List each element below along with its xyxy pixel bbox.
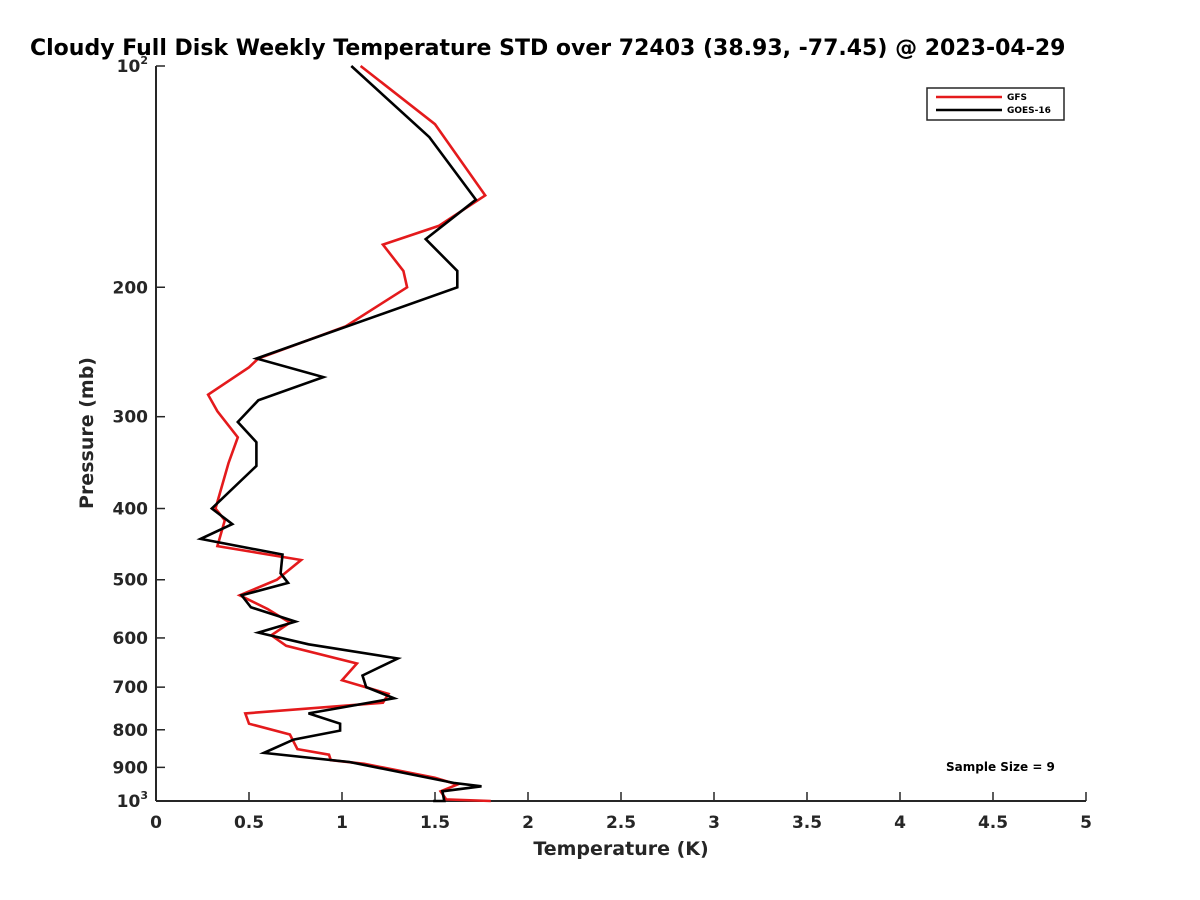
sample-size-annotation: Sample Size = 9 [946, 760, 1055, 774]
y-ticks: 102 200 300 400 500 600 700 800 900 103 [113, 54, 165, 812]
y-tick-label: 600 [113, 629, 149, 649]
x-tick-label: 4.5 [978, 813, 1008, 833]
x-tick-label: 4 [894, 813, 906, 833]
legend: GFS GOES-16 [926, 87, 1065, 121]
y-tick-label: 102 [117, 54, 148, 77]
series-layer [196, 64, 491, 803]
chart-title: Cloudy Full Disk Weekly Temperature STD … [30, 36, 1065, 61]
x-tick-label: 5 [1080, 813, 1092, 833]
y-tick-label: 700 [113, 678, 149, 698]
x-tick-label: 3 [708, 813, 720, 833]
x-tick-label: 0.5 [234, 813, 264, 833]
x-tick-label: 1.5 [420, 813, 450, 833]
legend-box [926, 87, 1065, 121]
y-tick-label: 900 [113, 758, 149, 778]
x-tick-label: 2.5 [606, 813, 636, 833]
x-ticks: 0 0.5 1 1.5 2 2.5 3 3.5 4 4.5 5 [150, 792, 1092, 833]
legend-label-goes16: GOES-16 [1007, 106, 1051, 116]
y-tick-label: 300 [113, 408, 149, 428]
y-tick-label: 103 [117, 789, 148, 812]
x-axis-label: Temperature (K) [533, 838, 708, 860]
series-line-goes-16 [196, 65, 482, 803]
x-tick-label: 2 [522, 813, 534, 833]
x-tick-label: 0 [150, 813, 162, 833]
y-tick-label: 400 [113, 500, 149, 520]
series-line-gfs [206, 64, 491, 803]
x-tick-label: 1 [336, 813, 348, 833]
y-tick-label: 500 [113, 571, 149, 591]
legend-label-gfs: GFS [1007, 93, 1027, 103]
x-tick-label: 3.5 [792, 813, 822, 833]
y-axis-label: Pressure (mb) [76, 357, 98, 509]
y-tick-label: 800 [113, 721, 149, 741]
y-tick-label: 200 [113, 278, 149, 298]
